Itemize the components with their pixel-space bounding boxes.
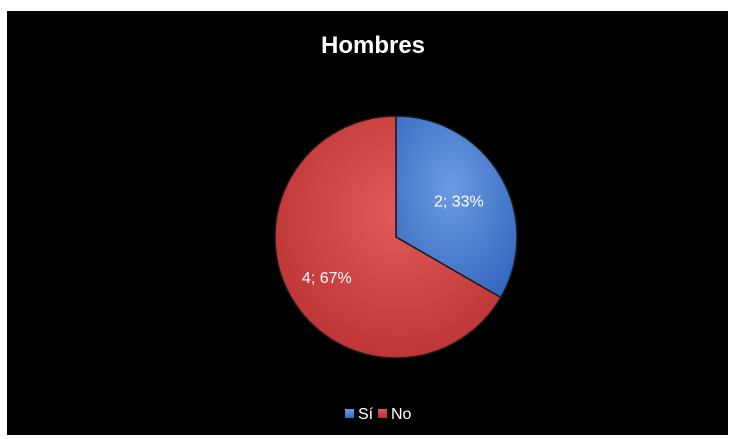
legend-swatch-no bbox=[378, 409, 387, 418]
chart-area: Hombres 2; 33% 4; 67% Sí No bbox=[7, 11, 728, 435]
legend-swatch-si bbox=[345, 409, 354, 418]
slice-si bbox=[395, 115, 518, 299]
data-labels: 2; 33% 4; 67% bbox=[302, 194, 484, 287]
slice-no bbox=[274, 115, 502, 359]
pie-slices bbox=[274, 115, 518, 359]
data-label-si: 2; 33% bbox=[434, 194, 484, 211]
legend: Sí No bbox=[345, 406, 412, 423]
pie-chart: Hombres 2; 33% 4; 67% Sí No bbox=[274, 32, 518, 423]
data-label-no: 4; 67% bbox=[302, 270, 352, 287]
legend-label-no: No bbox=[391, 406, 412, 423]
legend-label-si: Sí bbox=[358, 406, 374, 423]
chart-title: Hombres bbox=[321, 32, 425, 59]
